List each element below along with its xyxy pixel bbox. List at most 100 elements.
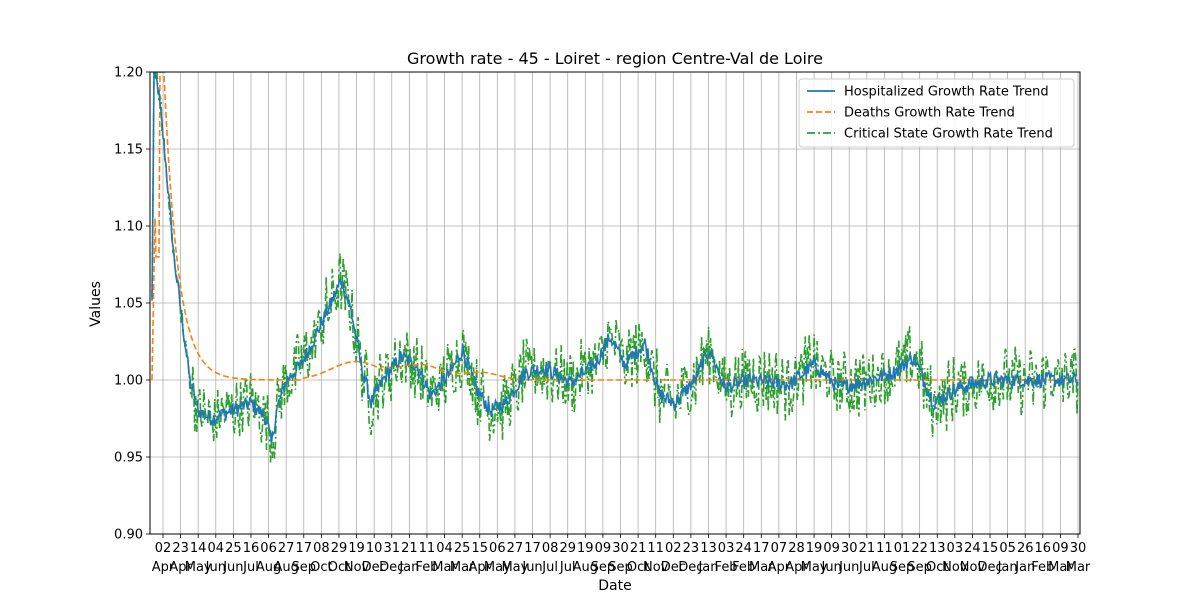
x-tick-day-label: 17: [753, 541, 770, 556]
x-tick-day-label: 26: [1017, 541, 1034, 556]
y-tick-label: 0.95: [114, 451, 143, 466]
x-tick-month-label: Sep: [608, 560, 633, 575]
x-tick-day-label: 08: [313, 541, 330, 556]
x-tick-month-label: Apr: [468, 560, 491, 575]
x-tick-month-label: Feb: [1031, 560, 1054, 575]
x-tick-month-label: Jan: [997, 560, 1018, 575]
x-tick-month-label: Aug: [273, 560, 298, 575]
chart-title: Growth rate - 45 - Loiret - region Centr…: [407, 49, 823, 68]
x-tick-day-label: 25: [454, 541, 471, 556]
x-tick-month-label: Jun: [222, 560, 243, 575]
x-tick-month-label: May: [484, 560, 511, 575]
x-tick-day-label: 13: [929, 541, 946, 556]
x-tick-day-label: 21: [859, 541, 876, 556]
x-tick-day-label: 24: [964, 541, 981, 556]
x-tick-month-label: Nov: [942, 560, 968, 575]
x-tick-day-label: 19: [806, 541, 823, 556]
x-tick-day-label: 11: [876, 541, 893, 556]
x-tick-day-label: 09: [823, 541, 840, 556]
x-tick-day-label: 17: [295, 541, 312, 556]
x-tick-day-label: 08: [542, 541, 559, 556]
series-lines: [151, 72, 1079, 463]
series-line-0: [151, 72, 1079, 444]
x-tick-month-label: Sep: [890, 560, 915, 575]
x-tick-day-label: 14: [190, 541, 207, 556]
x-tick-month-label: Jan: [1014, 560, 1035, 575]
x-tick-month-label: Sep: [292, 560, 317, 575]
x-tick-month-label: Dec: [661, 560, 686, 575]
x-axis-label: Date: [598, 578, 631, 594]
x-tick-month-label: Jun: [820, 560, 841, 575]
x-tick-month-label: Feb: [715, 560, 738, 575]
legend-box: [798, 78, 1075, 148]
x-tick-day-label: 28: [788, 541, 805, 556]
x-tick-month-label: Jun: [521, 560, 542, 575]
legend: Hospitalized Growth Rate Trend Deaths Gro…: [798, 78, 1075, 148]
x-tick-day-label: 30: [612, 541, 629, 556]
x-tick-month-label: Mar: [749, 560, 774, 575]
x-tick-month-label: Feb: [732, 560, 755, 575]
x-tick-day-label: 06: [260, 541, 277, 556]
x-tick-day-label: 03: [718, 541, 735, 556]
x-tick-day-label: 01: [894, 541, 911, 556]
x-tick-month-label: Apr: [768, 560, 791, 575]
axes: 0.90 0.95 1.00 1.05 1.10 1.15 1.20 02 Apr 23 Apr 14…: [114, 66, 1091, 576]
x-tick-month-label: Jul: [858, 560, 875, 575]
plot-frame: [149, 71, 1081, 535]
x-tick-month-label: Jul: [559, 560, 576, 575]
x-tick-day-label: 27: [278, 541, 295, 556]
x-tick-day-label: 29: [559, 541, 576, 556]
y-tick-label: 1.15: [114, 143, 143, 158]
x-tick-day-label: 15: [471, 541, 488, 556]
x-tick-month-label: Sep: [907, 560, 932, 575]
x-tick-month-label: Feb: [415, 560, 438, 575]
y-tick-label: 1.10: [114, 220, 143, 235]
x-tick-day-label: 11: [419, 541, 436, 556]
x-tick-month-label: Mar: [432, 560, 457, 575]
x-tick-month-label: Dec: [379, 560, 404, 575]
x-tick-month-label: Jun: [838, 560, 859, 575]
series-line-2: [151, 72, 1079, 463]
x-tick-month-label: Dec: [977, 560, 1002, 575]
x-tick-day-label: 16: [1035, 541, 1052, 556]
x-tick-day-label: 10: [366, 541, 383, 556]
x-tick-month-label: Mar: [1066, 560, 1091, 575]
x-tick-day-label: 06: [489, 541, 506, 556]
x-tick-day-label: 04: [208, 541, 225, 556]
x-tick-day-label: 16: [243, 541, 260, 556]
x-tick-day-label: 15: [982, 541, 999, 556]
x-tick-day-label: 29: [331, 541, 348, 556]
x-tick-month-label: May: [801, 560, 828, 575]
y-tick-label: 1.20: [114, 66, 143, 81]
legend-label: Deaths Growth Rate Trend: [844, 106, 1015, 121]
x-tick-day-label: 17: [524, 541, 541, 556]
y-tick-label: 1.05: [114, 297, 143, 312]
x-tick-day-label: 30: [1070, 541, 1087, 556]
x-tick-month-label: Jan: [398, 560, 419, 575]
x-tick-month-label: Nov: [643, 560, 669, 575]
x-tick-month-label: Oct: [926, 560, 948, 575]
x-tick-day-label: 27: [507, 541, 524, 556]
x-tick-month-label: Jul: [541, 560, 558, 575]
x-tick-month-label: Oct: [310, 560, 332, 575]
x-tick-day-label: 09: [595, 541, 612, 556]
x-tick-month-label: Aug: [573, 560, 598, 575]
x-tick-month-label: Jun: [205, 560, 226, 575]
x-tick-day-label: 02: [665, 541, 682, 556]
x-tick-month-label: Dec: [678, 560, 703, 575]
x-tick-day-label: 09: [1052, 541, 1069, 556]
x-tick-month-label: Aug: [872, 560, 897, 575]
y-tick-label: 0.90: [114, 528, 143, 543]
x-tick-day-label: 21: [401, 541, 418, 556]
x-tick-day-label: 24: [735, 541, 752, 556]
x-tick-month-label: Apr: [169, 560, 192, 575]
x-tick-day-label: 13: [700, 541, 717, 556]
y-axis-label: Values: [88, 281, 104, 327]
x-tick-month-label: Jul: [242, 560, 259, 575]
x-tick-day-label: 05: [999, 541, 1016, 556]
x-tick-day-label: 19: [348, 541, 365, 556]
x-tick-day-label: 02: [155, 541, 172, 556]
legend-label: Critical State Growth Rate Trend: [844, 127, 1053, 142]
x-tick-month-label: Oct: [328, 560, 350, 575]
